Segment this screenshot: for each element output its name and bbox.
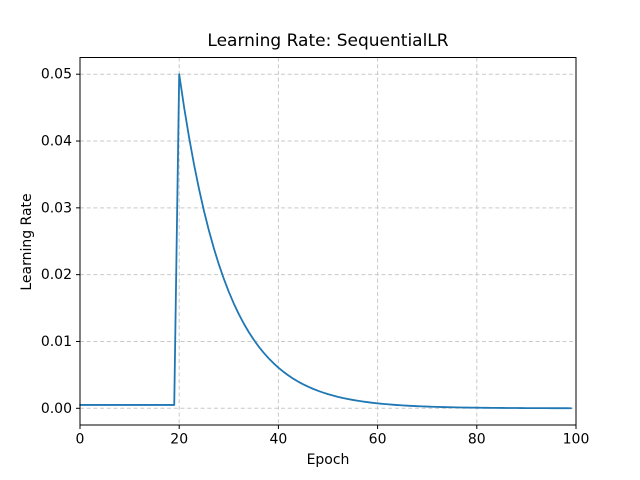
chart-title: Learning Rate: SequentialLR <box>207 31 449 51</box>
y-tick-label: 0.03 <box>41 200 72 216</box>
learning-rate-line <box>79 73 572 410</box>
axis-ticks <box>76 73 577 429</box>
x-tick-label: 0 <box>76 432 85 448</box>
axes-spines <box>79 57 577 426</box>
y-tick-label: 0.01 <box>41 334 72 350</box>
y-tick-label: 0.02 <box>41 267 72 283</box>
y-axis-label: Learning Rate <box>19 193 35 291</box>
y-tick-label: 0.05 <box>41 67 72 83</box>
x-tick-label: 80 <box>468 432 486 448</box>
y-tick-label: 0.00 <box>41 401 72 417</box>
tick-labels: 0 20 40 60 80 100 0.00 0.01 0.02 0.03 0.04 0.05 <box>41 67 590 448</box>
x-tick-label: 40 <box>269 432 287 448</box>
x-tick-label: 20 <box>170 432 188 448</box>
x-tick-label: 100 <box>563 432 590 448</box>
x-axis-label: Epoch <box>306 452 350 468</box>
grid-lines <box>79 57 577 425</box>
y-tick-label: 0.04 <box>41 134 72 150</box>
x-tick-label: 60 <box>369 432 387 448</box>
